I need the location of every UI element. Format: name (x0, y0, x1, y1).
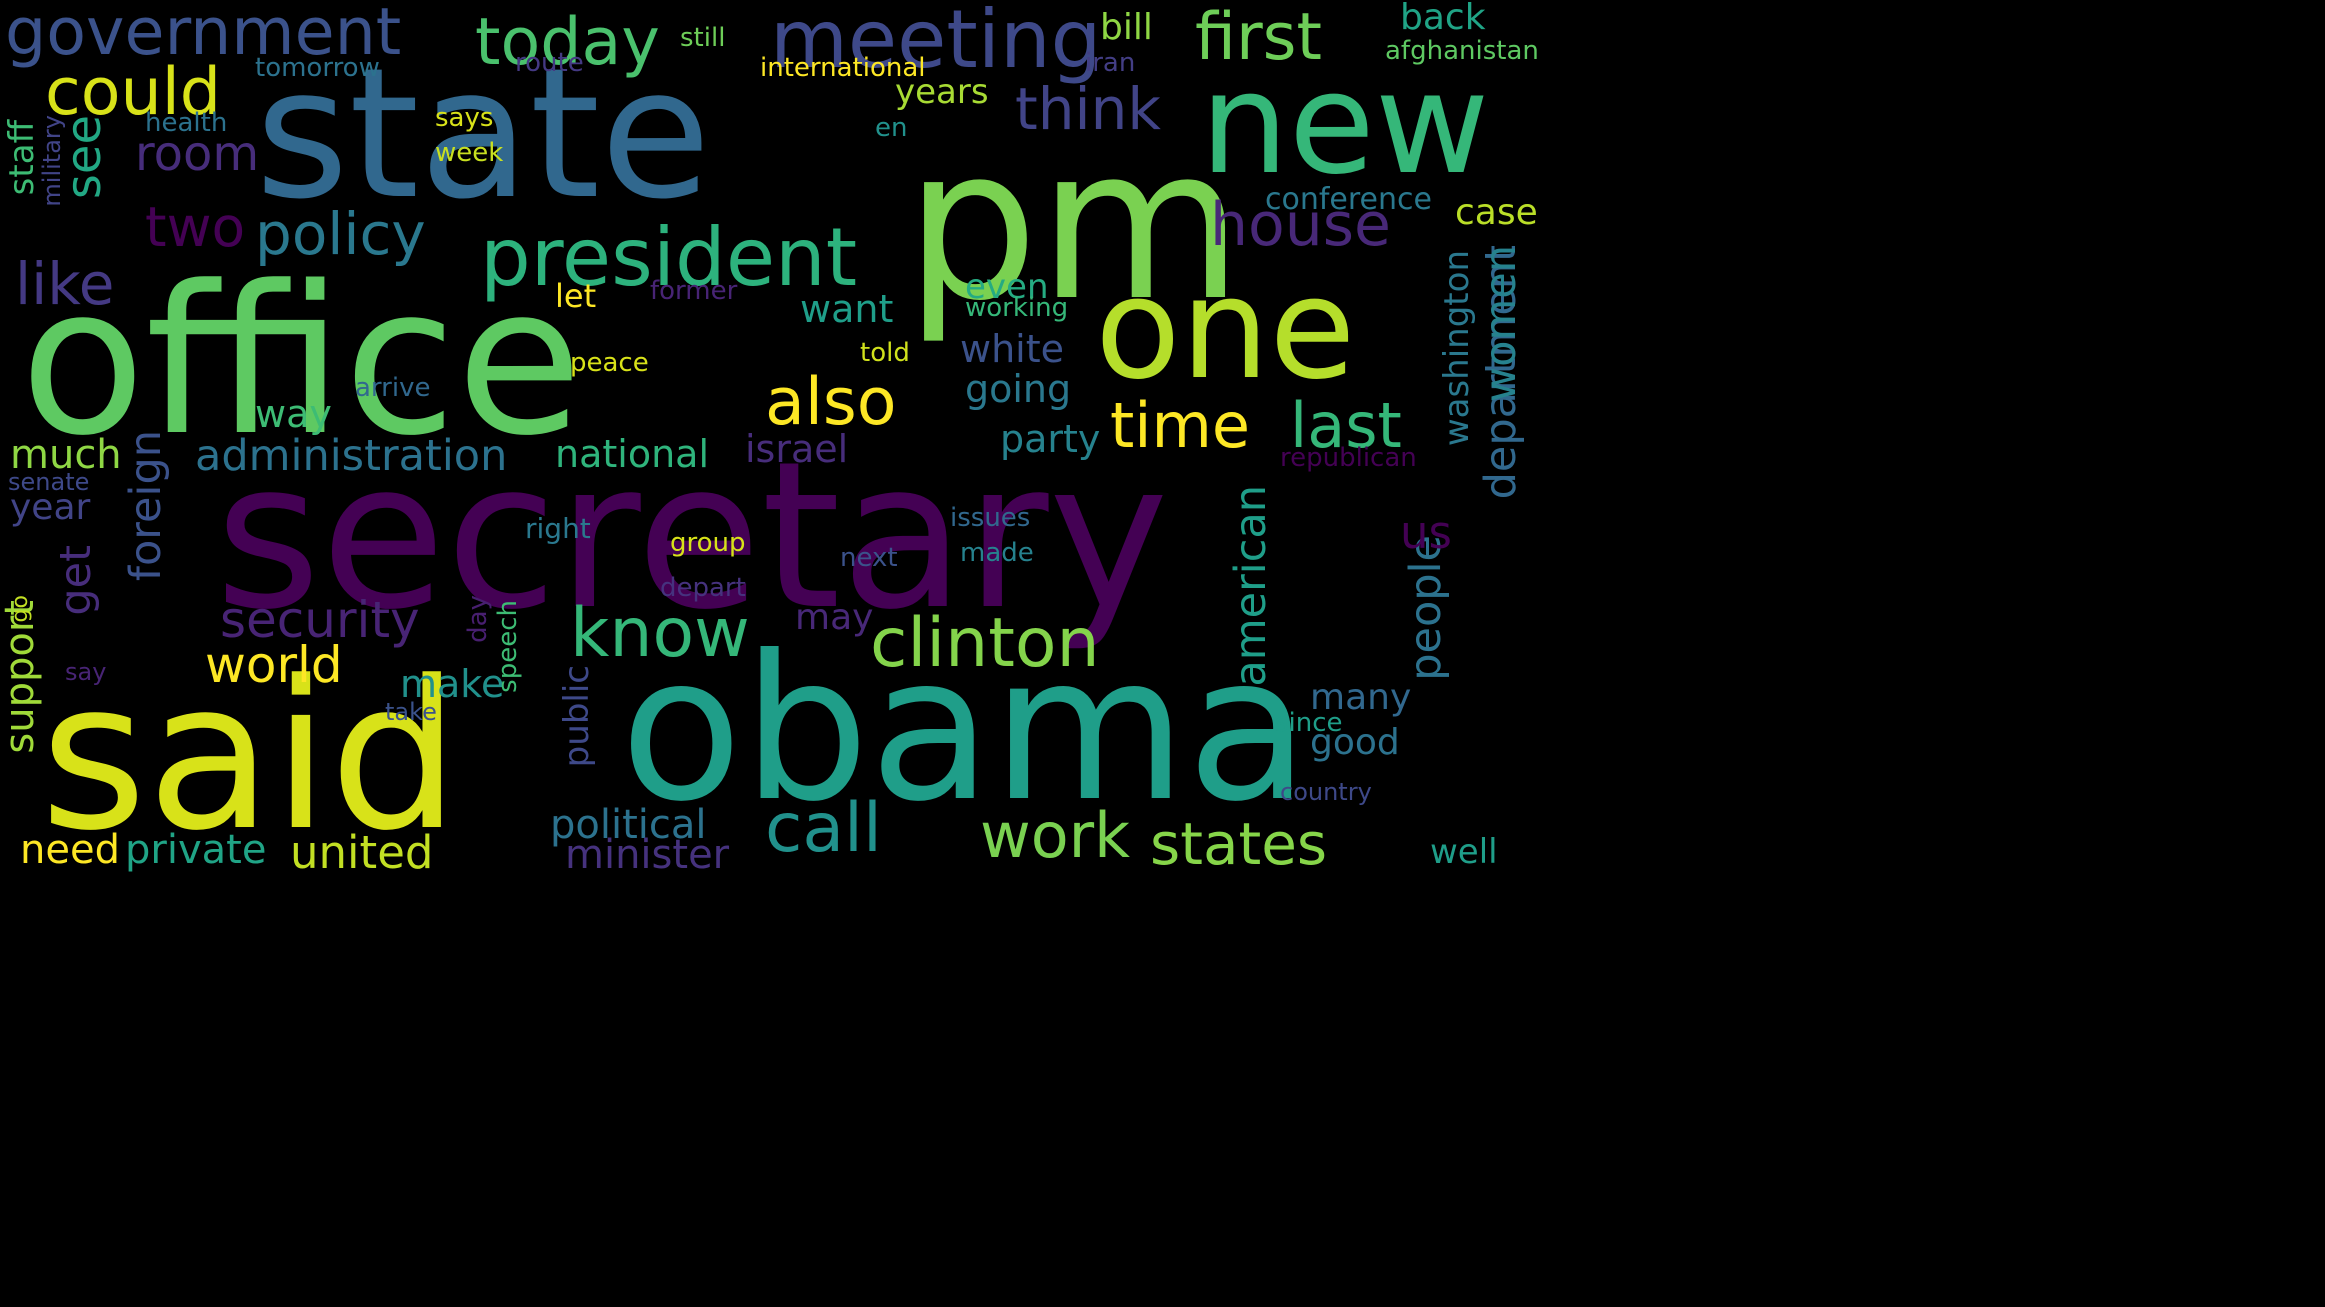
word-president: president (480, 211, 858, 304)
word-speech: speech (493, 600, 523, 693)
word-room: room (135, 126, 260, 182)
word-know: know (570, 594, 750, 673)
word-get: get (51, 545, 101, 616)
word-may: may (795, 597, 874, 638)
word-tomorrow: tomorrow (255, 53, 380, 83)
word-former: former (650, 276, 738, 306)
word-white: white (960, 327, 1064, 371)
word-party: party (1000, 417, 1101, 461)
word-next: next (840, 543, 898, 573)
word-staff: staff (2, 120, 42, 196)
word-working: working (965, 293, 1069, 323)
word-week: week (435, 138, 504, 168)
word-since: since (1275, 708, 1343, 738)
word-make: make (400, 662, 505, 706)
word-peace: peace (570, 348, 649, 378)
word-republican: republican (1280, 443, 1417, 473)
word-arrive: arrive (355, 373, 431, 403)
word-made: made (960, 538, 1034, 568)
word-today: today (475, 5, 660, 80)
word-house: house (1210, 190, 1391, 260)
word-issues: issues (950, 503, 1031, 533)
word-two: two (145, 195, 246, 259)
word-secretary: secretary (215, 418, 1169, 654)
word-time: time (1110, 389, 1251, 462)
word-office: office (20, 243, 583, 481)
word-call: call (765, 789, 882, 868)
word-clinton: clinton (870, 604, 1100, 683)
word-private: private (125, 827, 267, 873)
word-us: us (1400, 506, 1452, 559)
word-world: world (205, 636, 343, 694)
word-iran: iran (1085, 48, 1136, 78)
word-government: government (5, 0, 402, 70)
word-back: back (1400, 0, 1486, 38)
word-let: let (555, 277, 597, 315)
word-also: also (765, 365, 897, 440)
word-minister: minister (565, 832, 730, 878)
word-public: public (557, 665, 597, 768)
word-need: need (20, 827, 120, 873)
word-want: want (800, 287, 894, 331)
word-say: say (65, 658, 107, 686)
word-states: states (1150, 810, 1328, 878)
word-international: international (760, 53, 926, 83)
word-good: good (1310, 722, 1400, 763)
word-afghanistan: afghanistan (1385, 36, 1539, 66)
word-right: right (525, 512, 591, 545)
word-go: go (8, 595, 33, 623)
word-even: even (965, 267, 1049, 307)
word-obama: obama (620, 613, 1310, 846)
word-administration: administration (195, 431, 508, 481)
word-meeting: meeting (770, 0, 1102, 86)
word-one: one (1095, 248, 1356, 411)
word-national: national (555, 432, 710, 476)
word-bill: bill (1100, 7, 1153, 48)
word-route: route (515, 48, 584, 78)
word-en: en (875, 113, 908, 143)
word-policy: policy (255, 200, 426, 268)
word-support: support (0, 600, 43, 754)
word-way: way (255, 392, 332, 436)
word-told: told (860, 338, 910, 368)
word-like: like (15, 250, 115, 318)
word-depart: depart (660, 573, 746, 603)
word-washington: washington (1437, 250, 1477, 447)
word-think: think (1015, 75, 1161, 143)
word-american: american (1226, 485, 1276, 687)
word-still: still (680, 23, 726, 53)
word-health: health (145, 108, 228, 138)
word-many: many (1310, 677, 1412, 718)
word-country: country (1280, 778, 1372, 806)
word-years: years (895, 72, 989, 112)
word-pm: pm (905, 102, 1243, 347)
word-first: first (1195, 0, 1323, 75)
word-last: last (1290, 389, 1402, 462)
word-well: well (1430, 832, 1498, 872)
word-united: united (290, 826, 434, 879)
word-conference: conference (1265, 182, 1432, 217)
word-israel: israel (745, 427, 849, 471)
word-security: security (220, 591, 420, 649)
word-new: new (1200, 43, 1490, 206)
word-said: said (40, 638, 460, 876)
word-military: military (38, 115, 66, 207)
word-group: group (670, 528, 746, 558)
word-case: case (1455, 192, 1538, 233)
word-year: year (10, 487, 91, 528)
word-take: take (385, 698, 437, 726)
word-see: see (56, 115, 112, 200)
word-says: says (435, 103, 494, 133)
word-political: political (550, 802, 707, 848)
word-could: could (45, 55, 222, 130)
word-going: going (965, 367, 1072, 411)
word-foreign: foreign (121, 430, 171, 582)
word-much: much (10, 432, 122, 478)
word-women: women (1476, 245, 1526, 403)
word-day: day (463, 595, 493, 643)
word-work: work (980, 799, 1131, 872)
word-state: state (255, 30, 711, 239)
word-senate: senate (8, 468, 90, 496)
